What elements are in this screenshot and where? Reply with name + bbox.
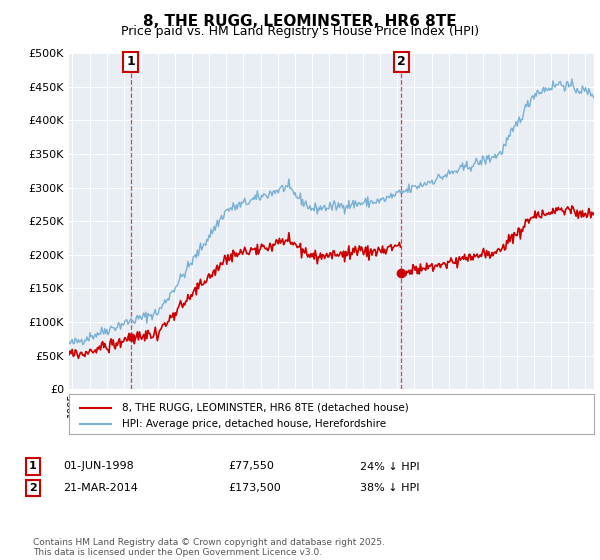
Text: 38% ↓ HPI: 38% ↓ HPI: [360, 483, 419, 493]
Text: 21-MAR-2014: 21-MAR-2014: [63, 483, 138, 493]
Text: 2: 2: [397, 55, 406, 68]
Text: 8, THE RUGG, LEOMINSTER, HR6 8TE: 8, THE RUGG, LEOMINSTER, HR6 8TE: [143, 14, 457, 29]
Text: HPI: Average price, detached house, Herefordshire: HPI: Average price, detached house, Here…: [121, 419, 386, 429]
Text: 8, THE RUGG, LEOMINSTER, HR6 8TE (detached house): 8, THE RUGG, LEOMINSTER, HR6 8TE (detach…: [121, 403, 408, 413]
Text: 1: 1: [29, 461, 37, 472]
Text: £173,500: £173,500: [228, 483, 281, 493]
Text: 01-JUN-1998: 01-JUN-1998: [63, 461, 134, 472]
Text: 2: 2: [29, 483, 37, 493]
Text: £77,550: £77,550: [228, 461, 274, 472]
Text: 24% ↓ HPI: 24% ↓ HPI: [360, 461, 419, 472]
Text: 1: 1: [127, 55, 135, 68]
Text: Price paid vs. HM Land Registry's House Price Index (HPI): Price paid vs. HM Land Registry's House …: [121, 25, 479, 38]
Text: Contains HM Land Registry data © Crown copyright and database right 2025.
This d: Contains HM Land Registry data © Crown c…: [33, 538, 385, 557]
